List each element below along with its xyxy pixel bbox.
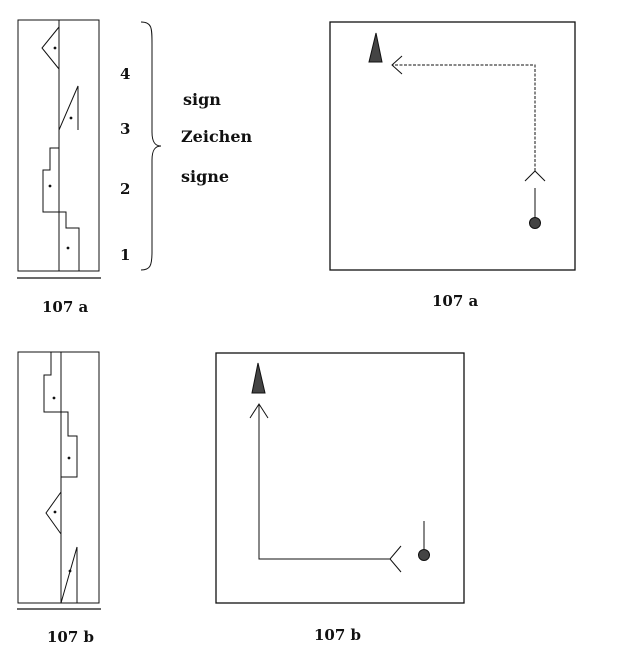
floor-caption-107a: 107 a (432, 292, 479, 310)
step-dot (52, 396, 56, 400)
step-forward-right (61, 411, 78, 478)
floor-caption-107b: 107 b (314, 626, 361, 644)
staff-caption-107a: 107 a (42, 298, 89, 316)
turn-dot (69, 116, 73, 120)
path-arrowhead (391, 55, 403, 75)
step-forward-left (42, 147, 59, 213)
start-position-dot (418, 549, 430, 561)
turn-dot (53, 46, 57, 50)
end-position-marker (251, 362, 266, 394)
turn-sign-left (41, 26, 60, 70)
floor-plan-107b (215, 352, 465, 604)
floor-plan-107a (329, 21, 576, 271)
turn-dot (68, 569, 72, 573)
step-dot (67, 456, 71, 460)
count-label-3: 3 (120, 120, 130, 138)
travel-path (392, 64, 536, 171)
path-arrowhead (249, 403, 269, 419)
step-dot (66, 246, 70, 250)
travel-path (258, 404, 390, 560)
staff-frame (17, 351, 100, 604)
step-dot (48, 184, 52, 188)
count-label-2: 2 (120, 180, 130, 198)
turn-sign-right (60, 546, 78, 604)
turn-dot (53, 510, 57, 514)
path-tail-mark (524, 170, 546, 182)
count-label-1: 1 (120, 246, 130, 264)
end-position-marker (368, 32, 383, 63)
sign-word-en: sign (183, 90, 221, 109)
step-forward-left (43, 352, 61, 413)
turn-sign-left (45, 491, 62, 535)
staff-107b (17, 351, 101, 610)
sign-word-fr: signe (181, 167, 229, 186)
staff-caption-107b: 107 b (47, 628, 94, 646)
path-tail-mark (389, 545, 402, 573)
step-forward-right (58, 211, 80, 271)
sign-word-de: Zeichen (181, 127, 252, 146)
floor-frame (215, 352, 465, 604)
count-label-4: 4 (120, 65, 130, 83)
staff-107a (17, 19, 101, 279)
start-position-dot (529, 217, 541, 229)
turn-sign-right (58, 85, 79, 131)
floor-frame (329, 21, 576, 271)
grouping-brace (140, 21, 162, 271)
